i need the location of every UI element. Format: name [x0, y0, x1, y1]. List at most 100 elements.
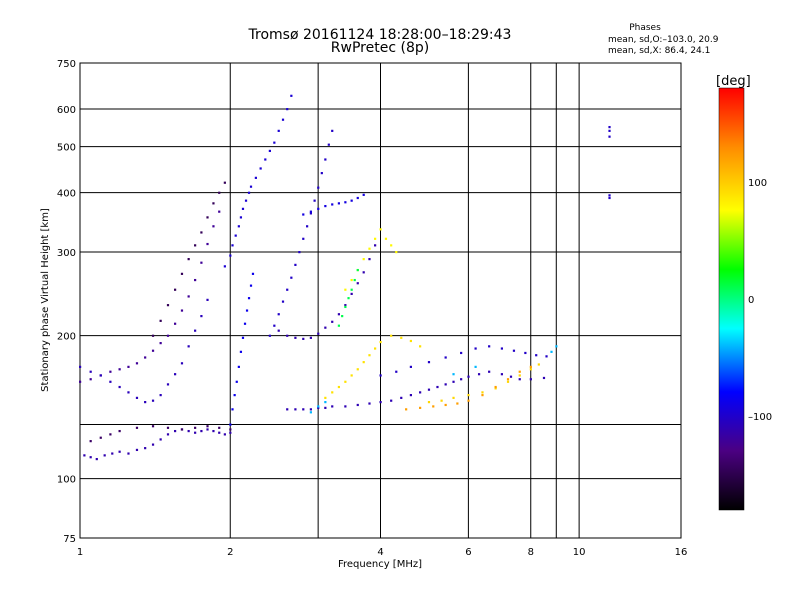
data-point — [247, 191, 251, 194]
data-point — [206, 425, 209, 428]
data-point — [506, 378, 510, 381]
data-point — [243, 322, 247, 325]
data-point — [608, 125, 611, 129]
data-point — [166, 426, 170, 429]
data-point — [350, 292, 353, 296]
stats-x-mode: mean, sd,X: 86.4, 24.1 — [608, 46, 710, 56]
data-point — [218, 426, 221, 429]
data-point — [500, 373, 504, 376]
data-point — [368, 354, 371, 357]
data-point — [309, 408, 312, 411]
data-point — [135, 396, 139, 399]
colorbar-tick-label: 0 — [748, 295, 754, 306]
data-point — [79, 365, 82, 368]
data-point — [212, 429, 215, 433]
data-point — [273, 324, 276, 327]
data-point — [309, 212, 312, 215]
data-point — [89, 378, 92, 381]
data-point — [436, 385, 439, 389]
data-point — [218, 191, 221, 194]
data-point — [109, 370, 112, 373]
data-point — [79, 380, 82, 383]
data-point — [229, 254, 232, 257]
data-point — [529, 368, 532, 371]
y-tick-label: 300 — [57, 248, 76, 259]
data-point — [241, 207, 245, 210]
data-point — [395, 251, 398, 254]
data-point — [223, 181, 226, 184]
data-point — [309, 336, 312, 339]
data-point — [231, 408, 234, 411]
data-point — [344, 305, 347, 309]
data-point — [89, 370, 92, 373]
data-point — [294, 408, 297, 411]
data-point — [151, 443, 155, 446]
data-point — [237, 365, 240, 368]
data-point — [362, 193, 365, 196]
data-point — [290, 276, 293, 279]
y-tick-label: 750 — [57, 59, 76, 70]
data-point — [362, 271, 365, 274]
data-point — [89, 456, 92, 459]
data-point — [324, 158, 327, 161]
data-point — [353, 278, 356, 282]
data-point — [506, 380, 510, 383]
data-point — [356, 403, 359, 407]
x-tick-label: 1 — [77, 547, 83, 558]
data-point — [194, 278, 197, 282]
data-point — [419, 406, 422, 409]
data-point — [118, 450, 121, 453]
data-point — [281, 118, 285, 121]
data-point — [337, 324, 341, 327]
data-point — [151, 349, 155, 352]
data-point — [273, 141, 276, 144]
data-point — [494, 385, 497, 389]
data-point — [239, 216, 243, 219]
data-point — [555, 345, 558, 348]
data-point — [83, 454, 86, 457]
data-point — [545, 355, 548, 358]
data-point — [379, 340, 382, 344]
data-point — [212, 225, 215, 228]
data-point — [409, 365, 412, 368]
data-point — [608, 196, 611, 200]
data-point — [331, 405, 334, 408]
data-point — [344, 405, 347, 408]
data-point — [206, 428, 209, 431]
data-point — [432, 405, 435, 408]
data-point — [518, 378, 521, 381]
data-point — [241, 336, 245, 339]
data-point — [290, 94, 293, 97]
data-point — [294, 336, 297, 339]
data-point — [356, 368, 359, 371]
data-point — [194, 426, 197, 429]
data-point — [481, 394, 484, 397]
data-point — [350, 374, 353, 377]
data-point — [234, 234, 237, 237]
data-point — [286, 334, 289, 337]
data-point — [173, 288, 177, 291]
data-point — [331, 320, 334, 323]
data-point — [166, 433, 170, 436]
data-point — [302, 213, 305, 216]
data-point — [127, 452, 130, 455]
data-point — [118, 385, 121, 389]
chart-title-line1: Tromsø 20161124 18:28:00–18:29:43 — [248, 27, 512, 43]
data-point — [467, 399, 470, 402]
data-point — [374, 347, 377, 350]
data-point — [460, 351, 463, 355]
data-point — [317, 405, 320, 408]
data-point — [324, 396, 327, 399]
data-point — [452, 373, 455, 376]
data-point — [206, 242, 209, 246]
y-tick-label: 200 — [57, 332, 76, 343]
data-point — [488, 370, 491, 373]
data-point — [529, 378, 532, 381]
data-point — [474, 365, 477, 368]
data-point — [494, 387, 497, 390]
data-point — [237, 225, 240, 228]
data-point — [245, 309, 249, 312]
data-point — [419, 345, 422, 348]
data-point — [109, 380, 112, 383]
